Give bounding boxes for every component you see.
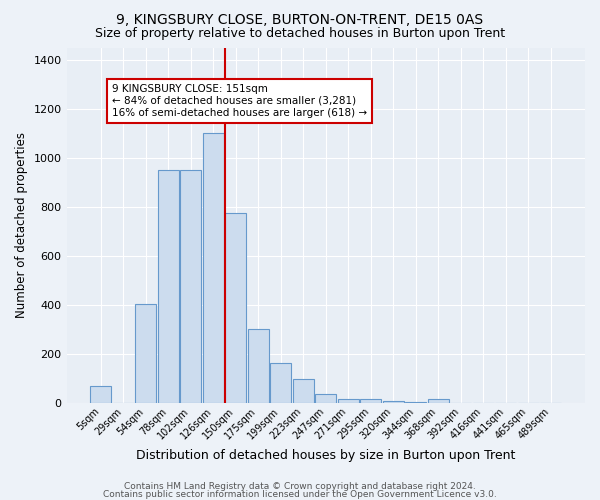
Bar [360,399,382,404]
Bar [293,379,314,404]
Bar [428,399,449,404]
Text: 9, KINGSBURY CLOSE, BURTON-ON-TRENT, DE15 0AS: 9, KINGSBURY CLOSE, BURTON-ON-TRENT, DE1… [116,12,484,26]
Bar [248,328,269,404]
Bar [90,386,112,404]
Y-axis label: Number of detached properties: Number of detached properties [15,132,28,318]
Bar [315,394,337,404]
Bar [158,170,179,404]
Bar [225,213,247,404]
Bar [383,400,404,404]
Bar [180,170,202,404]
X-axis label: Distribution of detached houses by size in Burton upon Trent: Distribution of detached houses by size … [136,450,515,462]
Text: Size of property relative to detached houses in Burton upon Trent: Size of property relative to detached ho… [95,28,505,40]
Bar [338,399,359,404]
Bar [270,363,292,404]
Text: Contains HM Land Registry data © Crown copyright and database right 2024.: Contains HM Land Registry data © Crown c… [124,482,476,491]
Text: Contains public sector information licensed under the Open Government Licence v3: Contains public sector information licen… [103,490,497,499]
Bar [135,304,157,404]
Bar [203,134,224,404]
Text: 9 KINGSBURY CLOSE: 151sqm
← 84% of detached houses are smaller (3,281)
16% of se: 9 KINGSBURY CLOSE: 151sqm ← 84% of detac… [112,84,367,117]
Bar [405,402,427,404]
